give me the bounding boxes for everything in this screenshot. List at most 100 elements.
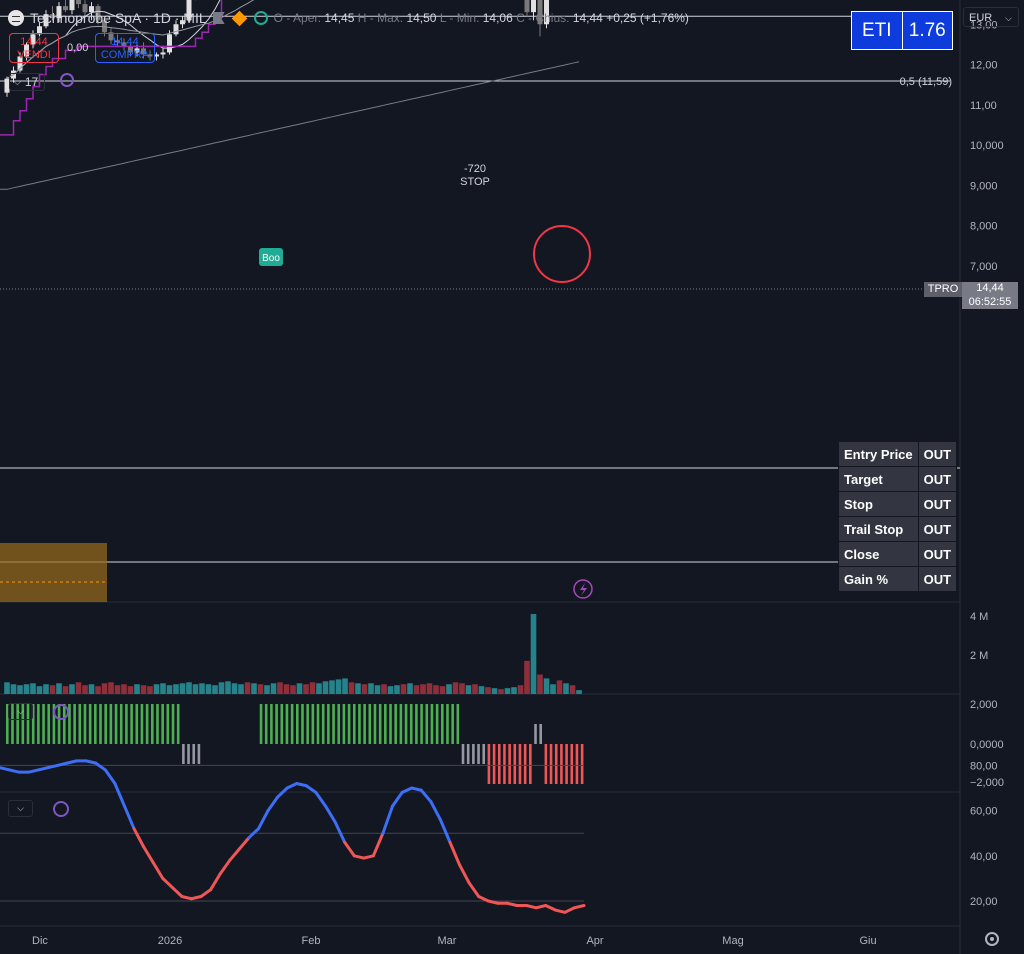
volume-bar bbox=[160, 683, 166, 694]
sell-price: 14,44 bbox=[20, 36, 48, 48]
rsi-sync-icon[interactable] bbox=[53, 801, 69, 817]
oscillator-bar bbox=[42, 704, 45, 744]
volume-bar bbox=[62, 686, 69, 694]
oscillator-bar bbox=[332, 704, 335, 744]
oscillator-bar bbox=[73, 704, 76, 744]
candle bbox=[173, 20, 179, 37]
rsi-line-segment bbox=[189, 894, 203, 901]
currency-value: EUR bbox=[969, 12, 993, 24]
oscillator-bar bbox=[37, 704, 40, 744]
rsi-tick-label: 20,00 bbox=[970, 896, 998, 908]
volume-bar bbox=[556, 680, 563, 694]
price-tick-label: 8,000 bbox=[970, 221, 998, 233]
oscillator-bar bbox=[523, 744, 527, 784]
rsi-line-segment bbox=[199, 888, 213, 898]
eti-value: 1.76 bbox=[901, 12, 952, 49]
volume-bar bbox=[140, 685, 147, 694]
oscillator-bar bbox=[140, 704, 144, 744]
price-tag-price: 14,44 bbox=[962, 282, 1018, 295]
candle-body bbox=[186, 0, 192, 21]
volume-bar bbox=[270, 683, 277, 694]
oscillator-bar bbox=[114, 704, 118, 744]
rsi-tick-label: 80,00 bbox=[970, 760, 998, 772]
volume-bar bbox=[166, 685, 173, 694]
rsi-line-segment bbox=[170, 885, 184, 898]
buy-price: 14,44 bbox=[111, 36, 139, 48]
panel-value: OUT bbox=[917, 566, 958, 592]
chevron-down-icon: ⌵ bbox=[17, 803, 24, 813]
candle bbox=[524, 0, 530, 17]
volume-bar bbox=[374, 685, 381, 694]
candle-body bbox=[537, 0, 543, 25]
symbol-logo-icon bbox=[8, 10, 24, 26]
oscillator-collapse-button[interactable]: ⌵ bbox=[8, 703, 33, 720]
fib-level-label: 0,5 (11,59) bbox=[900, 76, 952, 88]
volume-bar bbox=[576, 690, 582, 694]
volume-bar bbox=[381, 684, 387, 694]
volume-bar bbox=[296, 683, 303, 694]
oscillator-bar bbox=[451, 704, 454, 744]
candle bbox=[108, 28, 114, 45]
price-tick-label: 7,000 bbox=[970, 261, 998, 273]
indicators-collapse-button[interactable]: ⌵ 17 bbox=[9, 73, 45, 91]
oscillator-bar bbox=[62, 704, 66, 744]
oscillator-bar bbox=[130, 704, 133, 744]
oscillator-bar bbox=[373, 704, 377, 744]
oscillator-bar bbox=[518, 744, 522, 784]
panel-label: Close bbox=[838, 541, 919, 567]
price-tick-label: 13,00 bbox=[970, 19, 998, 31]
rsi-line-segment bbox=[371, 831, 385, 858]
rsi-line-segment bbox=[36, 766, 50, 772]
gear-icon[interactable] bbox=[985, 932, 999, 946]
rsi-line-segment bbox=[84, 759, 98, 765]
sell-button[interactable]: 14,44 VENDI bbox=[9, 33, 59, 63]
rsi-line-segment bbox=[304, 784, 318, 795]
volume-bar bbox=[95, 686, 101, 694]
oscillator-bar bbox=[508, 744, 511, 784]
lightning-icon bbox=[573, 579, 593, 599]
buy-button[interactable]: 14,44 COMPRA bbox=[95, 33, 155, 63]
volume-bar bbox=[309, 682, 316, 694]
volume-bar bbox=[550, 684, 556, 694]
diamond-icon bbox=[231, 10, 247, 26]
oscillator-bar bbox=[296, 704, 299, 744]
oscillator-bar bbox=[68, 704, 71, 744]
oscillator-sync-icon[interactable] bbox=[53, 704, 69, 720]
symbol-title[interactable]: Technoprobe SpA · 1D · MIL bbox=[30, 10, 207, 26]
rsi-line-segment bbox=[381, 804, 395, 835]
time-axis-label: Apr bbox=[586, 935, 603, 947]
candle-body bbox=[128, 46, 133, 53]
oscillator-bar bbox=[503, 744, 506, 784]
candle-body bbox=[141, 48, 146, 55]
flag-icon[interactable] bbox=[212, 12, 225, 24]
currency-select[interactable]: EUR ⌵ bbox=[963, 7, 1019, 27]
rsi-line-segment bbox=[256, 809, 270, 831]
candle-body bbox=[43, 14, 49, 27]
oscillator-bar bbox=[6, 704, 9, 744]
volume-bar bbox=[335, 679, 342, 694]
panel-row: Stop OUT bbox=[838, 491, 958, 517]
rsi-collapse-button[interactable]: ⌵ bbox=[8, 800, 33, 817]
volume-bar bbox=[452, 682, 459, 694]
oscillator-bar bbox=[347, 704, 351, 744]
oscillator-bar bbox=[389, 704, 392, 744]
oscillator-bar bbox=[187, 744, 190, 764]
volume-bar bbox=[75, 682, 82, 694]
last-price-tag: TPRO 14,44 06:52:55 bbox=[924, 282, 1018, 309]
oscillator-bar bbox=[99, 704, 102, 744]
sync-icon[interactable] bbox=[60, 73, 74, 87]
oscillator-bar bbox=[461, 744, 465, 764]
volume-bar bbox=[88, 684, 95, 694]
volume-bar bbox=[504, 688, 511, 694]
chevron-down-icon: ⌵ bbox=[14, 76, 21, 87]
volume-bar bbox=[283, 684, 290, 694]
eti-label: ETI bbox=[852, 12, 902, 49]
ma-fast-line bbox=[6, 0, 221, 80]
rsi-line-segment bbox=[94, 761, 107, 772]
oscillator-bar bbox=[270, 704, 273, 744]
volume-bar bbox=[446, 684, 452, 694]
rsi-line-segment bbox=[285, 781, 299, 790]
volume-bar bbox=[368, 683, 374, 694]
rsi-line-segment bbox=[46, 763, 59, 770]
